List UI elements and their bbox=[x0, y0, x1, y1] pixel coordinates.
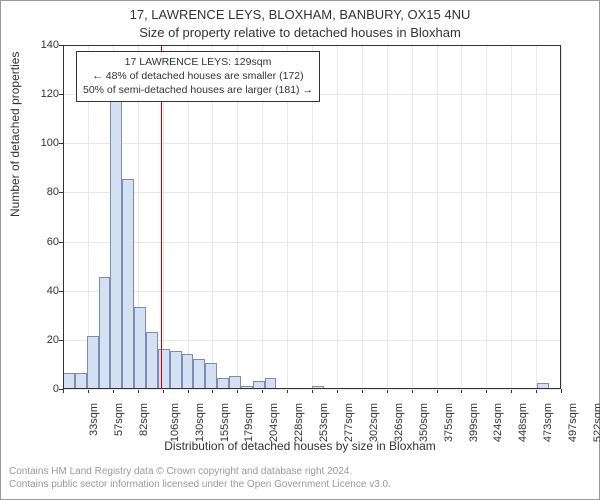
annotation-line2: ← 48% of detached houses are smaller (17… bbox=[83, 69, 313, 83]
x-gridline bbox=[387, 46, 388, 388]
footer-line2: Contains public sector information licen… bbox=[9, 478, 391, 491]
x-tick-label: 82sqm bbox=[138, 403, 150, 436]
x-tick-label: 155sqm bbox=[219, 403, 231, 442]
y-tick-label: 20 bbox=[29, 334, 59, 346]
y-tick-label: 120 bbox=[29, 88, 59, 100]
x-gridline bbox=[63, 46, 64, 388]
x-tick-label: 130sqm bbox=[194, 403, 206, 442]
histogram-bar bbox=[170, 351, 182, 388]
annotation-line1: 17 LAWRENCE LEYS: 129sqm bbox=[83, 55, 313, 69]
x-gridline bbox=[486, 46, 487, 388]
x-tick-label: 33sqm bbox=[88, 403, 100, 436]
x-tick-label: 522sqm bbox=[592, 403, 600, 442]
x-gridline bbox=[437, 46, 438, 388]
x-tick-label: 57sqm bbox=[113, 403, 125, 436]
histogram-bar bbox=[205, 363, 217, 388]
x-tick-label: 228sqm bbox=[293, 403, 305, 442]
histogram-bar bbox=[253, 381, 265, 388]
x-tick-label: 350sqm bbox=[418, 403, 430, 442]
x-tick-label: 473sqm bbox=[542, 403, 554, 442]
x-tick-label: 253sqm bbox=[318, 403, 330, 442]
annotation-box: 17 LAWRENCE LEYS: 129sqm ← 48% of detach… bbox=[76, 51, 320, 102]
x-tick-label: 302sqm bbox=[368, 403, 380, 442]
x-tick-label: 277sqm bbox=[343, 403, 355, 442]
histogram-bar bbox=[146, 332, 158, 389]
histogram-bar bbox=[122, 179, 134, 388]
x-tick-label: 497sqm bbox=[567, 403, 579, 442]
histogram-bar bbox=[99, 277, 111, 388]
histogram-bar bbox=[241, 386, 253, 388]
histogram-bar bbox=[229, 376, 241, 388]
x-tick-label: 204sqm bbox=[268, 403, 280, 442]
y-gridline bbox=[64, 389, 560, 390]
y-tick-label: 140 bbox=[29, 39, 59, 51]
y-tick-label: 80 bbox=[29, 186, 59, 198]
x-gridline bbox=[511, 46, 512, 388]
y-tick-label: 100 bbox=[29, 137, 59, 149]
histogram-bar bbox=[87, 336, 99, 388]
histogram-bar bbox=[63, 373, 75, 388]
x-gridline bbox=[461, 46, 462, 388]
x-gridline bbox=[536, 46, 537, 388]
chart-title-line2: Size of property relative to detached ho… bbox=[1, 25, 599, 40]
y-tick-label: 60 bbox=[29, 236, 59, 248]
x-tick-label: 326sqm bbox=[393, 403, 405, 442]
histogram-bar bbox=[312, 386, 324, 388]
x-tick-label: 375sqm bbox=[443, 403, 455, 442]
x-tick-label: 179sqm bbox=[244, 403, 256, 442]
footer-line1: Contains HM Land Registry data © Crown c… bbox=[9, 465, 391, 478]
histogram-bar bbox=[265, 378, 277, 388]
x-gridline bbox=[337, 46, 338, 388]
x-gridline bbox=[561, 46, 562, 388]
histogram-bar bbox=[75, 373, 87, 388]
histogram-bar bbox=[134, 307, 146, 388]
histogram-bar bbox=[217, 378, 229, 388]
x-tick-label: 424sqm bbox=[493, 403, 505, 442]
histogram-bar bbox=[537, 383, 549, 388]
x-gridline bbox=[362, 46, 363, 388]
x-tick-label: 399sqm bbox=[468, 403, 480, 442]
y-tick-label: 0 bbox=[29, 383, 59, 395]
y-axis-label: Number of detached properties bbox=[8, 52, 22, 217]
chart-title-line1: 17, LAWRENCE LEYS, BLOXHAM, BANBURY, OX1… bbox=[1, 7, 599, 22]
x-tick-mark bbox=[561, 389, 562, 393]
histogram-bar bbox=[110, 98, 122, 388]
chart-container: 17, LAWRENCE LEYS, BLOXHAM, BANBURY, OX1… bbox=[0, 0, 600, 500]
annotation-line3: 50% of semi-detached houses are larger (… bbox=[83, 83, 313, 97]
x-gridline bbox=[412, 46, 413, 388]
histogram-bar bbox=[158, 349, 170, 388]
footer: Contains HM Land Registry data © Crown c… bbox=[9, 465, 391, 491]
histogram-bar bbox=[193, 359, 205, 388]
x-tick-label: 448sqm bbox=[517, 403, 529, 442]
y-tick-label: 40 bbox=[29, 285, 59, 297]
histogram-bar bbox=[182, 354, 194, 388]
x-tick-label: 106sqm bbox=[169, 403, 181, 442]
